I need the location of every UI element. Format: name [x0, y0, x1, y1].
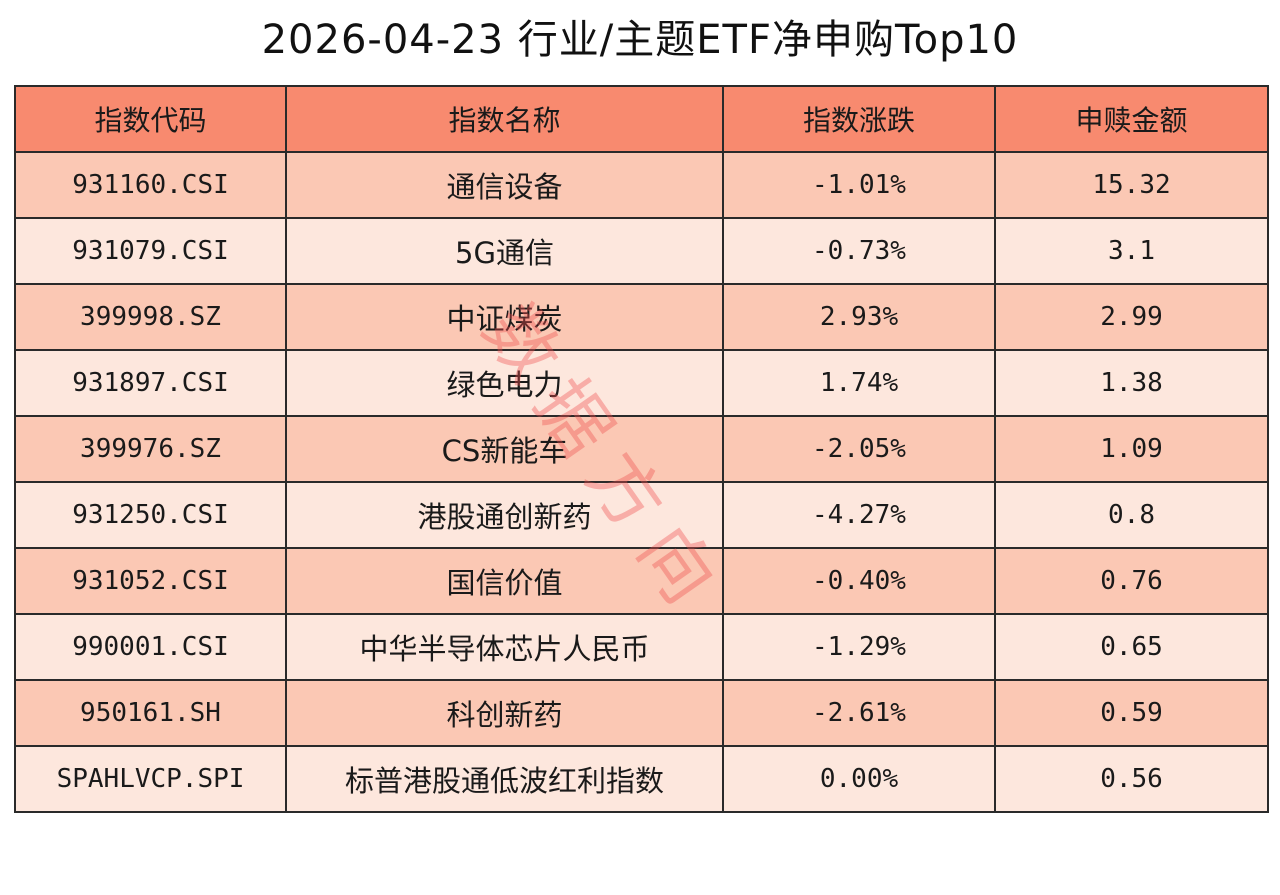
cell-index-change: -0.40%	[722, 547, 996, 615]
cell-index-code: 931160.CSI	[14, 151, 287, 219]
cell-index-name: 国信价值	[285, 547, 724, 615]
cell-index-code: SPAHLVCP.SPI	[14, 745, 287, 813]
cell-index-change: 1.74%	[722, 349, 996, 417]
etf-table: 指数代码 指数名称 指数涨跌 申赎金额 931160.CSI 通信设备 -1.01%…	[14, 85, 1269, 813]
cell-index-name: 中证煤炭	[285, 283, 724, 351]
cell-index-name: 绿色电力	[285, 349, 724, 417]
cell-index-change: -0.73%	[722, 217, 996, 285]
header-subscription-amount: 申赎金额	[994, 85, 1269, 153]
cell-index-name: CS新能车	[285, 415, 724, 483]
cell-index-code: 931897.CSI	[14, 349, 287, 417]
table-row: SPAHLVCP.SPI 标普港股通低波红利指数 0.00% 0.56	[14, 745, 1269, 813]
cell-subscription-amount: 0.76	[994, 547, 1269, 615]
cell-index-name: 科创新药	[285, 679, 724, 747]
cell-subscription-amount: 0.56	[994, 745, 1269, 813]
cell-subscription-amount: 0.65	[994, 613, 1269, 681]
cell-subscription-amount: 2.99	[994, 283, 1269, 351]
cell-index-code: 399998.SZ	[14, 283, 287, 351]
cell-subscription-amount: 1.09	[994, 415, 1269, 483]
table-row: 931160.CSI 通信设备 -1.01% 15.32	[14, 151, 1269, 219]
cell-index-change: -1.01%	[722, 151, 996, 219]
header-index-change: 指数涨跌	[722, 85, 996, 153]
cell-index-change: -2.61%	[722, 679, 996, 747]
table-row: 931052.CSI 国信价值 -0.40% 0.76	[14, 547, 1269, 615]
cell-subscription-amount: 0.8	[994, 481, 1269, 549]
cell-index-code: 931250.CSI	[14, 481, 287, 549]
table-row: 990001.CSI 中华半导体芯片人民币 -1.29% 0.65	[14, 613, 1269, 681]
cell-subscription-amount: 1.38	[994, 349, 1269, 417]
cell-index-change: -4.27%	[722, 481, 996, 549]
cell-subscription-amount: 3.1	[994, 217, 1269, 285]
cell-index-code: 950161.SH	[14, 679, 287, 747]
cell-subscription-amount: 0.59	[994, 679, 1269, 747]
cell-index-change: 0.00%	[722, 745, 996, 813]
header-index-code: 指数代码	[14, 85, 287, 153]
cell-index-code: 990001.CSI	[14, 613, 287, 681]
table-row: 950161.SH 科创新药 -2.61% 0.59	[14, 679, 1269, 747]
cell-index-change: -2.05%	[722, 415, 996, 483]
table-row: 931897.CSI 绿色电力 1.74% 1.38	[14, 349, 1269, 417]
table-row: 399998.SZ 中证煤炭 2.93% 2.99	[14, 283, 1269, 351]
cell-index-change: -1.29%	[722, 613, 996, 681]
page-title: 2026-04-23 行业/主题ETF净申购Top10	[261, 17, 1019, 63]
table-row: 931079.CSI 5G通信 -0.73% 3.1	[14, 217, 1269, 285]
cell-index-name: 5G通信	[285, 217, 724, 285]
cell-index-name: 港股通创新药	[285, 481, 724, 549]
cell-index-name: 通信设备	[285, 151, 724, 219]
table-header-row: 指数代码 指数名称 指数涨跌 申赎金额	[14, 85, 1269, 153]
cell-index-change: 2.93%	[722, 283, 996, 351]
cell-index-code: 931052.CSI	[14, 547, 287, 615]
cell-index-code: 399976.SZ	[14, 415, 287, 483]
cell-index-name: 标普港股通低波红利指数	[285, 745, 724, 813]
cell-index-name: 中华半导体芯片人民币	[285, 613, 724, 681]
cell-subscription-amount: 15.32	[994, 151, 1269, 219]
cell-index-code: 931079.CSI	[14, 217, 287, 285]
table-body: 931160.CSI 通信设备 -1.01% 15.32 931079.CSI 5G通信 -…	[14, 151, 1269, 813]
table-row: 931250.CSI 港股通创新药 -4.27% 0.8	[14, 481, 1269, 549]
header-index-name: 指数名称	[285, 85, 724, 153]
table-row: 399976.SZ CS新能车 -2.05% 1.09	[14, 415, 1269, 483]
